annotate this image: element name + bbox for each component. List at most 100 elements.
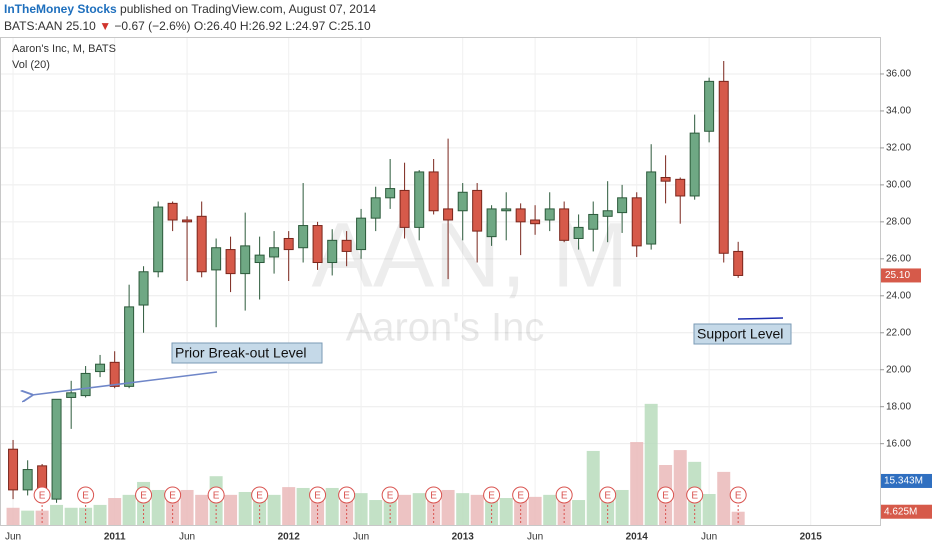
candle-body (675, 178, 686, 197)
volume-bar (224, 494, 238, 525)
earnings-marker (207, 486, 225, 504)
candle-body (196, 215, 207, 273)
y-tick-label: 36.00 (886, 69, 911, 80)
earnings-label: E (604, 491, 611, 502)
last-price-label: 25.10 (885, 270, 910, 281)
volume-bar (64, 507, 78, 525)
x-tick-label: 2013 (452, 532, 475, 543)
y-tick-label: 22.00 (886, 327, 911, 338)
candle-body (124, 306, 135, 387)
candle-body (399, 189, 410, 228)
header: InTheMoney Stocks published on TradingVi… (4, 2, 376, 16)
candle-body (370, 197, 381, 219)
candles (8, 61, 744, 503)
legend-main: Aaron's Inc, M, BATS (12, 43, 116, 55)
symbol: BATS:AAN (4, 19, 62, 33)
candle-body (182, 219, 193, 223)
earnings-label: E (691, 491, 698, 502)
volume-bar (441, 489, 455, 525)
volume-bar (398, 494, 412, 525)
y-tick-label: 32.00 (886, 143, 911, 154)
earnings-marker (657, 486, 675, 504)
y-tick-label: 30.00 (886, 180, 911, 191)
volume-bar (543, 494, 557, 525)
earnings-marker (512, 486, 530, 504)
annotation-box (693, 323, 792, 345)
volume-bar (79, 507, 93, 525)
volume-bar (572, 500, 586, 525)
x-tick-label: 2014 (626, 532, 649, 543)
volume-bar (644, 403, 658, 525)
candle-body (95, 363, 106, 373)
earnings-marker (251, 486, 269, 504)
axes: 16.00 18.00 20.00 22.00 24.00 26.00 28.00 30.00… (5, 69, 932, 543)
candle-body (733, 250, 744, 276)
candle-body (240, 245, 251, 275)
earnings-label: E (517, 491, 524, 502)
earnings-label: E (662, 491, 669, 502)
candle-body (298, 225, 309, 249)
volume-bar (528, 496, 542, 525)
y-tick-label: 16.00 (886, 438, 911, 449)
candle-body (617, 197, 628, 214)
candle-body (544, 208, 555, 221)
candle-body (631, 197, 642, 247)
candle-body (138, 271, 149, 306)
y-tick-label: 26.00 (886, 253, 911, 264)
breakout-line (32, 371, 218, 395)
volume-bar (499, 498, 513, 525)
earnings-label: E (488, 491, 495, 502)
annotation-box (171, 342, 323, 364)
earnings-marker (425, 486, 443, 504)
earnings-label: E (256, 491, 263, 502)
ohlc: O:26.40 H:26.92 L:24.97 C:25.10 (194, 19, 371, 33)
volume-value-box (881, 504, 932, 519)
arrow: ▼ (99, 19, 111, 33)
volume-layer (6, 403, 745, 525)
volume-bar (151, 489, 165, 525)
volume-bar (615, 489, 629, 525)
candle-body (704, 80, 715, 132)
last: 25.10 (66, 19, 96, 33)
y-tick-label: 34.00 (886, 106, 911, 117)
legend-volume: Vol (20) (12, 59, 50, 71)
y-tick-label: 20.00 (886, 364, 911, 375)
watermark-name: Aaron's Inc (346, 306, 545, 350)
earnings-marker (135, 486, 153, 504)
earnings-marker (599, 486, 617, 504)
volume-bar (514, 498, 528, 525)
earnings-label: E (169, 491, 176, 502)
y-tick-label: 28.00 (886, 216, 911, 227)
earnings-marker (164, 486, 182, 504)
earnings-marker (33, 486, 51, 504)
volume-bar (108, 498, 122, 525)
quote: BATS:AAN 25.10 ▼ −0.67 (−2.6%) O:26.40 H… (4, 19, 371, 33)
earnings-label: E (735, 491, 742, 502)
candle-body (356, 217, 367, 251)
candle-body (602, 210, 613, 217)
candle-body (269, 247, 280, 258)
candle-body (689, 132, 700, 197)
candle-body (385, 188, 396, 199)
x-tick-label: Jun (5, 532, 21, 543)
earnings-marker (483, 486, 501, 504)
candle-body (51, 398, 62, 500)
annotation: Prior Break-out Level (175, 345, 307, 361)
annotation: Support Level (697, 326, 783, 342)
volume-bar (702, 493, 716, 525)
earnings-label: E (213, 491, 220, 502)
volume-bar (122, 494, 136, 525)
candle-body (153, 206, 164, 273)
volume-bar (485, 500, 499, 525)
earnings-label: E (140, 491, 147, 502)
earnings-label: E (314, 491, 321, 502)
x-tick-label: Jun (527, 532, 543, 543)
y-tick-label: 24.00 (886, 290, 911, 301)
candle-body (588, 213, 599, 230)
volume-value-box (881, 473, 932, 488)
candle-body (283, 237, 294, 251)
y-tick-label: 18.00 (886, 401, 911, 412)
volume-bar (456, 493, 470, 525)
